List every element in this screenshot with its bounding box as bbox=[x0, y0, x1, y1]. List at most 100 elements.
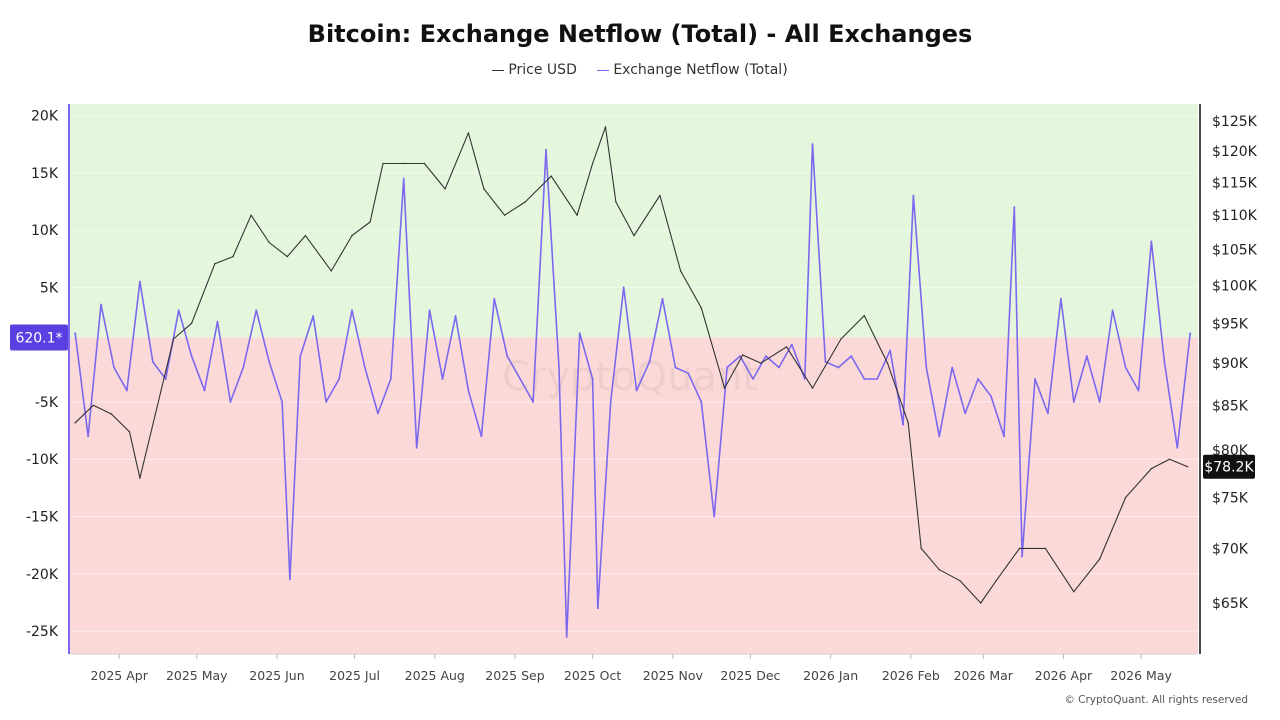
netflow-point bbox=[977, 378, 979, 380]
netflow-point bbox=[648, 360, 651, 363]
legend-swatch-price bbox=[492, 69, 505, 71]
x-tick-label: 2025 Oct bbox=[564, 668, 621, 683]
y-left-tick-label: 15K bbox=[31, 166, 59, 182]
x-tick-label: 2026 May bbox=[1110, 668, 1172, 683]
netflow-point bbox=[151, 360, 154, 363]
price-point bbox=[1073, 591, 1075, 593]
chart-title: Bitcoin: Exchange Netflow (Total) - All … bbox=[307, 20, 973, 48]
netflow-point bbox=[87, 435, 90, 438]
x-tick-label: 2026 Jan bbox=[803, 668, 858, 683]
price-point bbox=[591, 162, 594, 165]
netflow-point bbox=[1085, 355, 1088, 357]
price-point bbox=[423, 162, 426, 165]
price-point bbox=[1098, 558, 1101, 560]
netflow-point bbox=[889, 349, 892, 352]
price-point bbox=[483, 188, 485, 190]
netflow-point bbox=[1163, 360, 1166, 363]
netflow-point bbox=[364, 366, 366, 369]
price-point bbox=[1018, 547, 1021, 550]
netflow-point bbox=[1111, 309, 1114, 312]
price-point bbox=[524, 201, 527, 203]
price-point bbox=[659, 194, 661, 197]
y-right-tick-label: $70K bbox=[1212, 541, 1249, 557]
netflow-point bbox=[591, 378, 594, 380]
netflow-point bbox=[268, 360, 271, 363]
price-point bbox=[863, 314, 865, 317]
price-point bbox=[369, 221, 371, 223]
y-left-tick-label: -15K bbox=[26, 510, 59, 526]
netflow-point bbox=[674, 366, 677, 369]
netflow-point bbox=[312, 315, 315, 317]
netflow-point bbox=[138, 280, 141, 283]
chart-legend: Price USD Exchange Netflow (Total) bbox=[0, 62, 1280, 78]
legend-item-netflow[interactable]: Exchange Netflow (Total) bbox=[597, 62, 788, 78]
netflow-point bbox=[402, 177, 405, 180]
price-point bbox=[959, 579, 961, 582]
y-right-tick-label: $105K bbox=[1212, 243, 1258, 259]
y-left-tick-label: -5K bbox=[35, 395, 59, 411]
y-right-tick-label: $90K bbox=[1212, 356, 1249, 372]
netflow-point bbox=[1150, 240, 1153, 243]
price-point bbox=[995, 579, 997, 582]
netflow-point bbox=[951, 366, 954, 369]
y-left-tick-label: -25K bbox=[26, 624, 59, 640]
y-right-tick-label: $110K bbox=[1212, 208, 1258, 224]
price-point bbox=[330, 270, 333, 272]
netflow-point bbox=[1124, 366, 1127, 369]
netflow-point bbox=[1047, 412, 1049, 415]
price-point bbox=[741, 354, 744, 356]
netflow-point bbox=[203, 389, 206, 392]
netflow-point bbox=[545, 148, 547, 151]
price-point bbox=[286, 255, 289, 258]
netflow-point bbox=[338, 378, 340, 380]
positive-zone bbox=[70, 104, 1198, 338]
netflow-point bbox=[441, 378, 444, 380]
x-tick-label: 2026 Feb bbox=[882, 668, 940, 683]
netflow-point bbox=[837, 366, 840, 369]
netflow-point bbox=[558, 366, 560, 369]
y-left-tick-label: 20K bbox=[31, 108, 59, 124]
netflow-point bbox=[1137, 389, 1140, 392]
price-point bbox=[268, 241, 270, 244]
netflow-point bbox=[622, 286, 625, 289]
price-point bbox=[604, 126, 607, 128]
netflow-point bbox=[596, 607, 599, 610]
y-right-tick-label: $120K bbox=[1212, 144, 1258, 160]
price-point bbox=[444, 188, 446, 190]
price-point bbox=[840, 338, 842, 340]
price-point bbox=[232, 255, 234, 258]
netflow-point bbox=[177, 309, 180, 312]
y-right-tick-label: $85K bbox=[1212, 398, 1249, 414]
x-tick-label: 2025 Jul bbox=[329, 668, 380, 683]
netflow-point bbox=[190, 355, 193, 357]
netflow-point bbox=[506, 355, 509, 357]
price-point bbox=[633, 234, 635, 237]
price-point bbox=[250, 214, 252, 216]
y-left-tick-label: 10K bbox=[31, 223, 59, 239]
price-point bbox=[74, 422, 76, 424]
legend-label-price: Price USD bbox=[508, 62, 577, 78]
watermark: CryptoQuant bbox=[502, 354, 758, 400]
price-point bbox=[723, 387, 726, 389]
netflow-point bbox=[289, 578, 291, 581]
price-point bbox=[214, 262, 216, 265]
netflow-point bbox=[863, 378, 866, 380]
y-right-tick-label: $115K bbox=[1212, 175, 1258, 191]
price-point bbox=[154, 413, 157, 415]
price-point bbox=[139, 477, 141, 479]
price-point bbox=[700, 307, 702, 309]
current-price-badge bbox=[1203, 454, 1255, 479]
netflow-point bbox=[1059, 297, 1062, 300]
netflow-point bbox=[700, 401, 703, 403]
x-tick-label: 2025 Nov bbox=[643, 668, 704, 683]
legend-item-price[interactable]: Price USD bbox=[492, 62, 577, 78]
price-point bbox=[128, 431, 131, 433]
price-point bbox=[1168, 458, 1171, 460]
price-point bbox=[351, 234, 353, 237]
netflow-point bbox=[100, 303, 102, 306]
netflow-point bbox=[299, 355, 302, 357]
netflow-point bbox=[803, 378, 806, 380]
price-point bbox=[679, 270, 682, 272]
x-tick-label: 2025 Sep bbox=[485, 668, 544, 683]
